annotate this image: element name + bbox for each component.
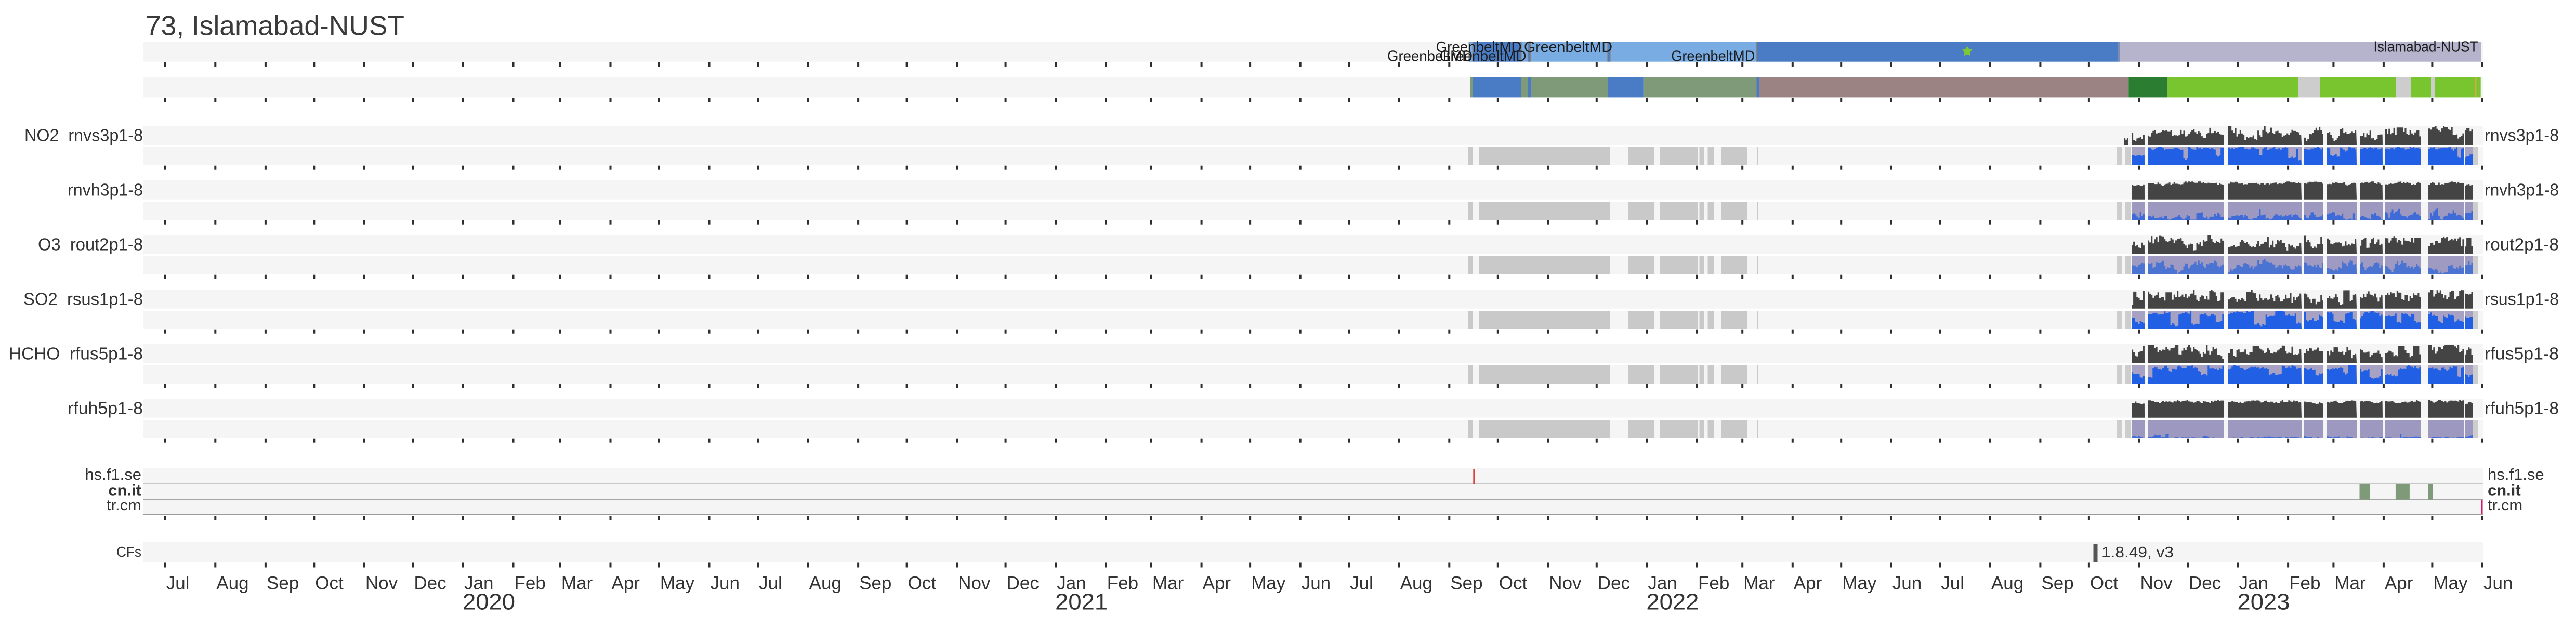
svg-text:SO2 rsus1p1-8: SO2 rsus1p1-8 (23, 290, 143, 309)
svg-text:rout2p1-8: rout2p1-8 (2485, 235, 2559, 254)
svg-text:Feb: Feb (1698, 573, 1729, 593)
svg-text:GreenbeltMD: GreenbeltMD (1524, 39, 1612, 56)
svg-text:rsus1p1-8: rsus1p1-8 (2485, 290, 2559, 309)
svg-text:Mar: Mar (1743, 573, 1775, 593)
svg-text:CFs: CFs (116, 544, 141, 560)
svg-text:GreenbeltMD: GreenbeltMD (1671, 48, 1755, 64)
svg-text:GreenbeltMD: GreenbeltMD (1436, 39, 1522, 56)
svg-text:HCHO rfus5p1-8: HCHO rfus5p1-8 (9, 344, 143, 363)
svg-text:2022: 2022 (1646, 589, 1699, 614)
svg-text:Mar: Mar (2334, 573, 2366, 593)
svg-text:rfuh5p1-8: rfuh5p1-8 (68, 399, 143, 418)
svg-text:Jun: Jun (1892, 573, 1922, 593)
svg-text:O3 rout2p1-8: O3 rout2p1-8 (38, 235, 143, 254)
svg-text:Feb: Feb (2289, 573, 2320, 593)
svg-text:Jan: Jan (1648, 573, 1677, 593)
svg-text:2021: 2021 (1055, 589, 1108, 614)
svg-text:rnvs3p1-8: rnvs3p1-8 (2485, 126, 2559, 145)
svg-text:Dec: Dec (414, 573, 446, 593)
svg-text:Jul: Jul (166, 573, 190, 593)
svg-text:Apr: Apr (2385, 573, 2413, 593)
svg-text:2020: 2020 (463, 589, 515, 614)
svg-text:Nov: Nov (365, 573, 398, 593)
svg-text:Aug: Aug (1400, 573, 1432, 593)
svg-text:Apr: Apr (1794, 573, 1822, 593)
svg-text:Apr: Apr (612, 573, 640, 593)
svg-text:Feb: Feb (1107, 573, 1138, 593)
svg-text:GreenbeltMD: GreenbeltMD (1440, 48, 1527, 64)
svg-text:Feb: Feb (515, 573, 546, 593)
svg-text:cn.it: cn.it (108, 481, 141, 500)
svg-text:2023: 2023 (2238, 589, 2290, 614)
svg-text:rfus5p1-8: rfus5p1-8 (2485, 344, 2559, 363)
svg-text:Jul: Jul (1941, 573, 1964, 593)
svg-text:Jun: Jun (711, 573, 740, 593)
svg-text:Jul: Jul (759, 573, 782, 593)
svg-text:1.8.49, v3: 1.8.49, v3 (2101, 544, 2174, 561)
svg-text:NO2 rnvs3p1-8: NO2 rnvs3p1-8 (24, 126, 143, 145)
svg-text:tr.cm: tr.cm (107, 496, 141, 514)
svg-text:Dec: Dec (2189, 573, 2221, 593)
svg-text:Mar: Mar (1152, 573, 1184, 593)
svg-text:Sep: Sep (859, 573, 891, 593)
svg-text:Aug: Aug (216, 573, 248, 593)
svg-text:Apr: Apr (1203, 573, 1231, 593)
svg-text:May: May (1251, 573, 1286, 593)
svg-text:rfuh5p1-8: rfuh5p1-8 (2485, 399, 2559, 418)
svg-text:Jan: Jan (2239, 573, 2268, 593)
svg-text:hs.f1.se: hs.f1.se (2488, 465, 2544, 483)
svg-text:Sep: Sep (2041, 573, 2073, 593)
svg-text:rnvh3p1-8: rnvh3p1-8 (68, 180, 143, 200)
svg-text:Sep: Sep (1450, 573, 1482, 593)
svg-text:Islamabad-NUST: Islamabad-NUST (2374, 39, 2478, 56)
svg-text:Mar: Mar (561, 573, 593, 593)
svg-text:Jun: Jun (1302, 573, 1331, 593)
svg-text:Jun: Jun (2483, 573, 2513, 593)
svg-text:tr.cm: tr.cm (2488, 496, 2522, 514)
svg-text:Oct: Oct (908, 573, 937, 593)
svg-text:rnvh3p1-8: rnvh3p1-8 (2485, 180, 2559, 200)
svg-text:Dec: Dec (1598, 573, 1630, 593)
svg-text:Jan: Jan (464, 573, 493, 593)
svg-text:cn.it: cn.it (2488, 481, 2521, 500)
svg-text:Jan: Jan (1057, 573, 1086, 593)
svg-text:Oct: Oct (1499, 573, 1528, 593)
svg-text:73, Islamabad-NUST: 73, Islamabad-NUST (146, 11, 404, 42)
svg-text:Aug: Aug (809, 573, 842, 593)
svg-text:Sep: Sep (267, 573, 299, 593)
svg-text:May: May (2433, 573, 2468, 593)
svg-text:Oct: Oct (315, 573, 344, 593)
svg-text:Nov: Nov (958, 573, 991, 593)
svg-text:Aug: Aug (1991, 573, 2023, 593)
svg-text:GreenbeltMD: GreenbeltMD (1387, 48, 1473, 64)
svg-text:hs.f1.se: hs.f1.se (85, 465, 141, 483)
svg-text:Nov: Nov (1549, 573, 1582, 593)
svg-text:Jul: Jul (1350, 573, 1373, 593)
svg-text:May: May (1842, 573, 1877, 593)
svg-text:Nov: Nov (2140, 573, 2173, 593)
svg-text:Dec: Dec (1007, 573, 1039, 593)
svg-text:Oct: Oct (2090, 573, 2119, 593)
svg-text:May: May (660, 573, 695, 593)
